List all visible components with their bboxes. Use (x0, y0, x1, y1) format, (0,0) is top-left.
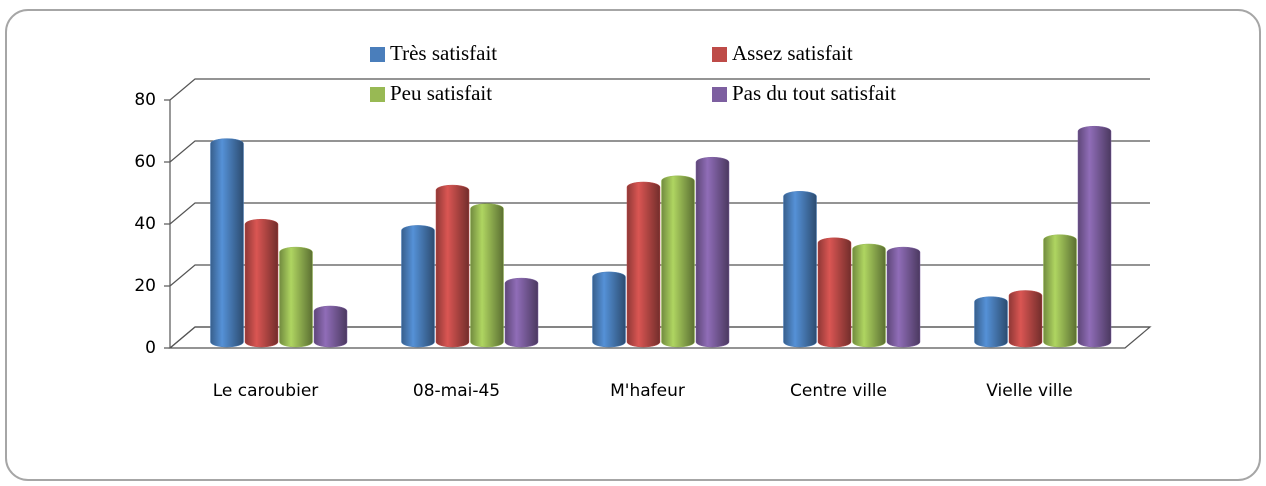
bar (1077, 125, 1112, 348)
bar (626, 181, 661, 348)
bar (210, 138, 244, 348)
bar (886, 246, 921, 348)
bar (504, 277, 539, 348)
legend-swatch (370, 87, 385, 102)
legend-label: Peu satisfait (390, 81, 492, 105)
legend-swatch (370, 47, 385, 62)
bar (244, 218, 279, 348)
bar (435, 184, 470, 348)
y-tick-label: 20 (134, 276, 156, 296)
bar (313, 305, 348, 348)
grid-line (169, 202, 1150, 225)
x-tick-label: Vielle ville (986, 381, 1072, 401)
bar (401, 225, 435, 348)
x-tick-label: Le caroubier (213, 381, 319, 401)
y-tick-label: 60 (134, 152, 156, 172)
x-tick-label: M'hafeur (610, 381, 685, 401)
grid-line (169, 140, 1150, 163)
bar (592, 271, 626, 348)
bar (1008, 290, 1043, 348)
legend-swatch (712, 87, 727, 102)
bar (470, 203, 504, 348)
legend-label: Très satisfait (390, 41, 497, 65)
y-tick-label: 80 (134, 90, 156, 110)
legend-label: Pas du tout satisfait (732, 81, 896, 105)
bar (974, 296, 1008, 348)
bar (279, 246, 313, 348)
bar (1043, 234, 1077, 348)
bar (817, 237, 852, 348)
bar (783, 191, 817, 348)
bar (661, 175, 695, 348)
grid-line (169, 78, 1150, 101)
y-tick-label: 40 (134, 214, 156, 234)
legend-label: Assez satisfait (732, 41, 853, 65)
x-tick-label: 08-mai-45 (413, 381, 500, 401)
bar (695, 156, 730, 348)
y-tick-label: 0 (145, 338, 156, 358)
x-tick-label: Centre ville (790, 381, 887, 401)
bar (852, 243, 886, 348)
legend-swatch (712, 47, 727, 62)
